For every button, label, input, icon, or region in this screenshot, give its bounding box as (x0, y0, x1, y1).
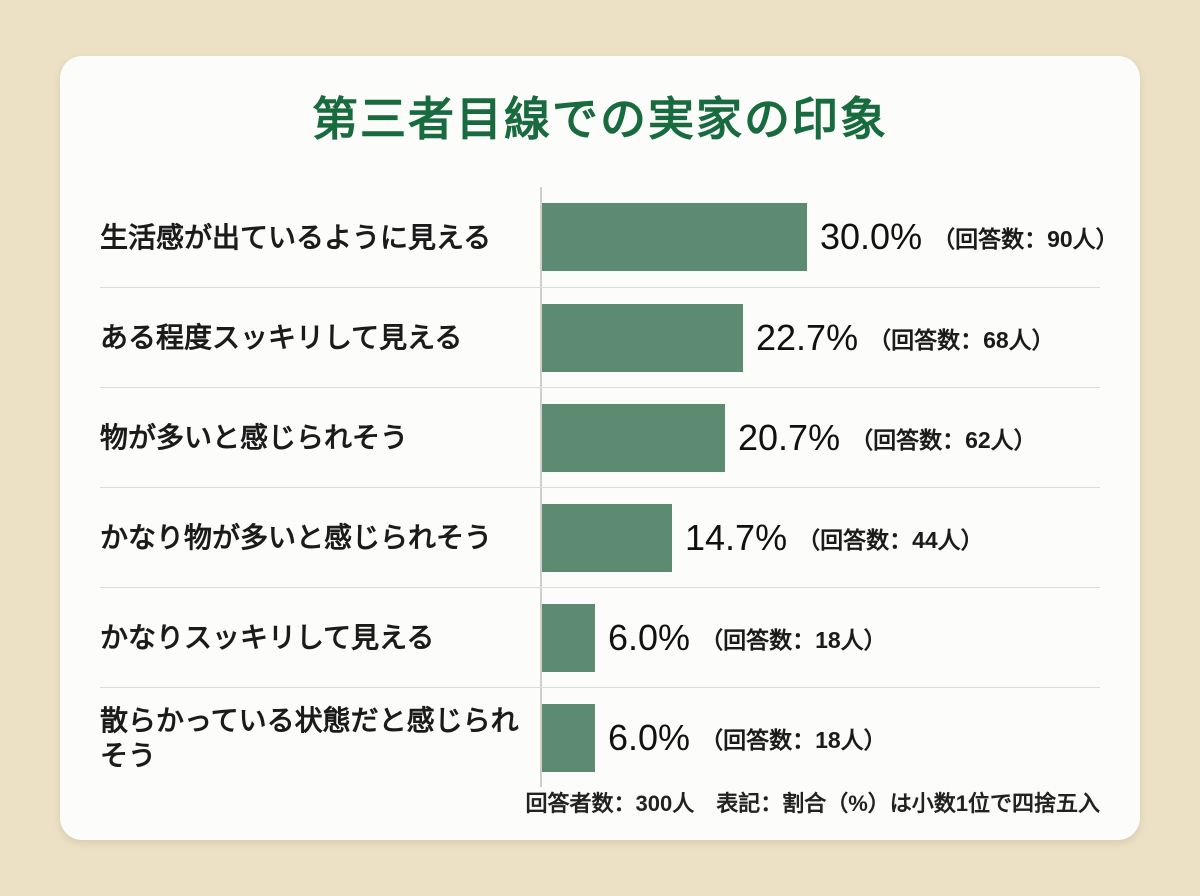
bar (542, 703, 595, 772)
value-label: 14.7% (685, 516, 788, 558)
bar (542, 503, 672, 572)
value-label: 20.7% (738, 416, 841, 458)
category-label: かなり物が多いと感じられそう (100, 522, 493, 554)
value-label: 6.0% (608, 716, 691, 758)
value-label: 6.0% (608, 616, 691, 658)
chart-card: 第三者目線での実家の印象 生活感が出ているように見える 30.0% （回答数：9… (60, 56, 1140, 840)
category-label: 生活感が出ているように見える (100, 221, 492, 253)
category-label: 物が多いと感じられそう (100, 422, 409, 454)
bar (542, 403, 725, 472)
bar (542, 603, 595, 672)
chart-row: 生活感が出ているように見える 30.0% （回答数：90人） (100, 187, 1119, 288)
chart-row: 物が多いと感じられそう 20.7% （回答数：62人） (100, 387, 1100, 488)
count-label: （回答数：18人） (700, 626, 887, 653)
count-label: （回答数：44人） (797, 526, 984, 553)
bar-area: 6.0% （回答数：18人） (540, 588, 1100, 688)
count-label: （回答数：62人） (850, 426, 1037, 453)
count-label: （回答数：18人） (700, 726, 887, 753)
bar-chart: 生活感が出ているように見える 30.0% （回答数：90人） ある程度スッキリし… (100, 187, 1119, 788)
chart-title: 第三者目線での実家の印象 (312, 93, 888, 145)
category-label: 散らかっている状態だと感じられそう (100, 704, 519, 771)
bar-area: 22.7% （回答数：68人） (540, 288, 1100, 388)
bar (542, 203, 807, 272)
chart-row: 散らかっている状態だと感じられそう 6.0% （回答数：18人） (100, 687, 1100, 788)
value-label: 30.0% (820, 216, 923, 258)
value-label: 22.7% (756, 316, 859, 358)
bar-area: 20.7% （回答数：62人） (540, 388, 1100, 488)
chart-row: かなりスッキリして見える 6.0% （回答数：18人） (100, 587, 1100, 688)
chart-row: ある程度スッキリして見える 22.7% （回答数：68人） (100, 287, 1100, 388)
bar-area: 6.0% （回答数：18人） (540, 688, 1100, 788)
chart-row: かなり物が多いと感じられそう 14.7% （回答数：44人） (100, 487, 1100, 588)
bar-area: 30.0% （回答数：90人） (540, 187, 1119, 288)
count-label: （回答数：90人） (932, 226, 1119, 253)
chart-footnote: 回答者数：300人 表記：割合（%）は小数1位で四捨五入 (525, 791, 1100, 816)
category-label: ある程度スッキリして見える (100, 322, 463, 354)
bar (542, 303, 743, 372)
category-label: かなりスッキリして見える (100, 622, 435, 654)
bar-area: 14.7% （回答数：44人） (540, 488, 1100, 588)
count-label: （回答数：68人） (868, 326, 1055, 353)
